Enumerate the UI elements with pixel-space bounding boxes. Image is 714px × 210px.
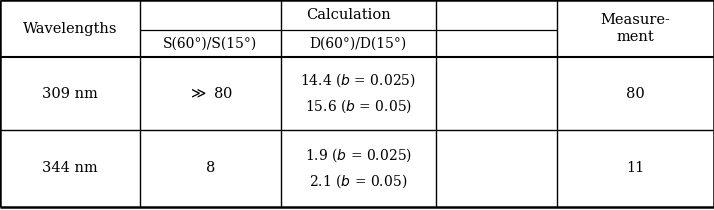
Text: 1.9 ($b$ = 0.025): 1.9 ($b$ = 0.025) xyxy=(304,147,412,164)
Text: Wavelengths: Wavelengths xyxy=(23,21,117,35)
Text: 344 nm: 344 nm xyxy=(42,161,98,176)
Text: 15.6 ($b$ = 0.05): 15.6 ($b$ = 0.05) xyxy=(304,98,412,115)
Text: $\gg$ 80: $\gg$ 80 xyxy=(188,86,233,101)
Text: 80: 80 xyxy=(626,87,645,101)
Text: Measure-
ment: Measure- ment xyxy=(600,13,670,44)
Text: D(60°)/D(15°): D(60°)/D(15°) xyxy=(309,37,407,50)
Text: S(60°)/S(15°): S(60°)/S(15°) xyxy=(163,37,258,50)
Text: 14.4 ($b$ = 0.025): 14.4 ($b$ = 0.025) xyxy=(300,72,416,89)
Text: 8: 8 xyxy=(206,161,215,176)
Text: 11: 11 xyxy=(626,161,645,176)
Text: 309 nm: 309 nm xyxy=(42,87,98,101)
Text: 2.1 ($b$ = 0.05): 2.1 ($b$ = 0.05) xyxy=(309,173,407,190)
Text: Calculation: Calculation xyxy=(306,8,391,22)
